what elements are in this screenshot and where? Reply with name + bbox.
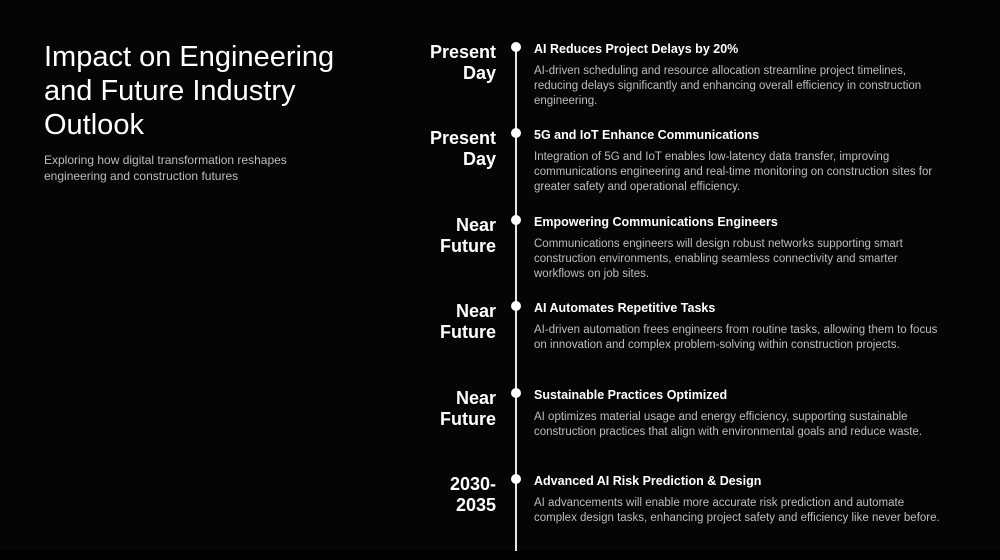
timeline-dot bbox=[511, 387, 521, 398]
timeline-item: 2030-2035 Advanced AI Risk Prediction & D… bbox=[0, 474, 1000, 560]
timeline-item: Near Future Empowering Communications Eng… bbox=[0, 214, 1000, 301]
subtitle: Exploring how digital transformation res… bbox=[44, 153, 287, 183]
timeline-dot bbox=[511, 301, 521, 312]
item-description: AI-driven scheduling and resource alloca… bbox=[534, 65, 922, 107]
timeline-axis bbox=[515, 44, 517, 551]
item-title: AI Reduces Project Delays by 20% bbox=[534, 42, 739, 56]
timeline-dot bbox=[511, 214, 521, 225]
item-title: Empowering Communications Engineers bbox=[534, 214, 778, 229]
title: Impact on Engineering and Future Industr… bbox=[44, 41, 335, 141]
time-label: Present Day bbox=[429, 128, 496, 170]
item-title: Sustainable Practices Optimized bbox=[534, 387, 728, 402]
timeline-item: Present Day 5G and IoT Enhance Communicat… bbox=[0, 128, 1000, 214]
item-description: Communications engineers will design rob… bbox=[534, 237, 903, 280]
time-label: 2030-2035 bbox=[449, 474, 496, 515]
timeline-dot bbox=[511, 128, 521, 139]
item-title: 5G and IoT Enhance Communications bbox=[534, 128, 760, 143]
time-label: Present Day bbox=[429, 42, 496, 83]
time-label: Near Future bbox=[440, 214, 496, 256]
time-label: Near Future bbox=[440, 387, 496, 429]
item-description: Integration of 5G and IoT enables low-la… bbox=[534, 151, 933, 194]
timeline-item: Near Future AI Automates Repetitive Tasks… bbox=[0, 301, 1000, 387]
timeline-dot bbox=[511, 474, 521, 484]
item-title: AI Automates Repetitive Tasks bbox=[534, 301, 716, 316]
item-title: Advanced AI Risk Prediction & Design bbox=[534, 474, 762, 488]
timeline-item: Near Future Sustainable Practices Optimiz… bbox=[0, 387, 1000, 474]
timeline-dot bbox=[511, 42, 521, 52]
item-description: AI optimizes material usage and energy e… bbox=[534, 410, 923, 438]
item-description: AI-driven automation frees engineers fro… bbox=[534, 324, 938, 352]
time-label: Near Future bbox=[440, 301, 496, 343]
item-description: AI advancements will enable more accurat… bbox=[534, 497, 940, 524]
timeline-item: Present Day AI Reduces Project Delays by … bbox=[0, 42, 1000, 128]
